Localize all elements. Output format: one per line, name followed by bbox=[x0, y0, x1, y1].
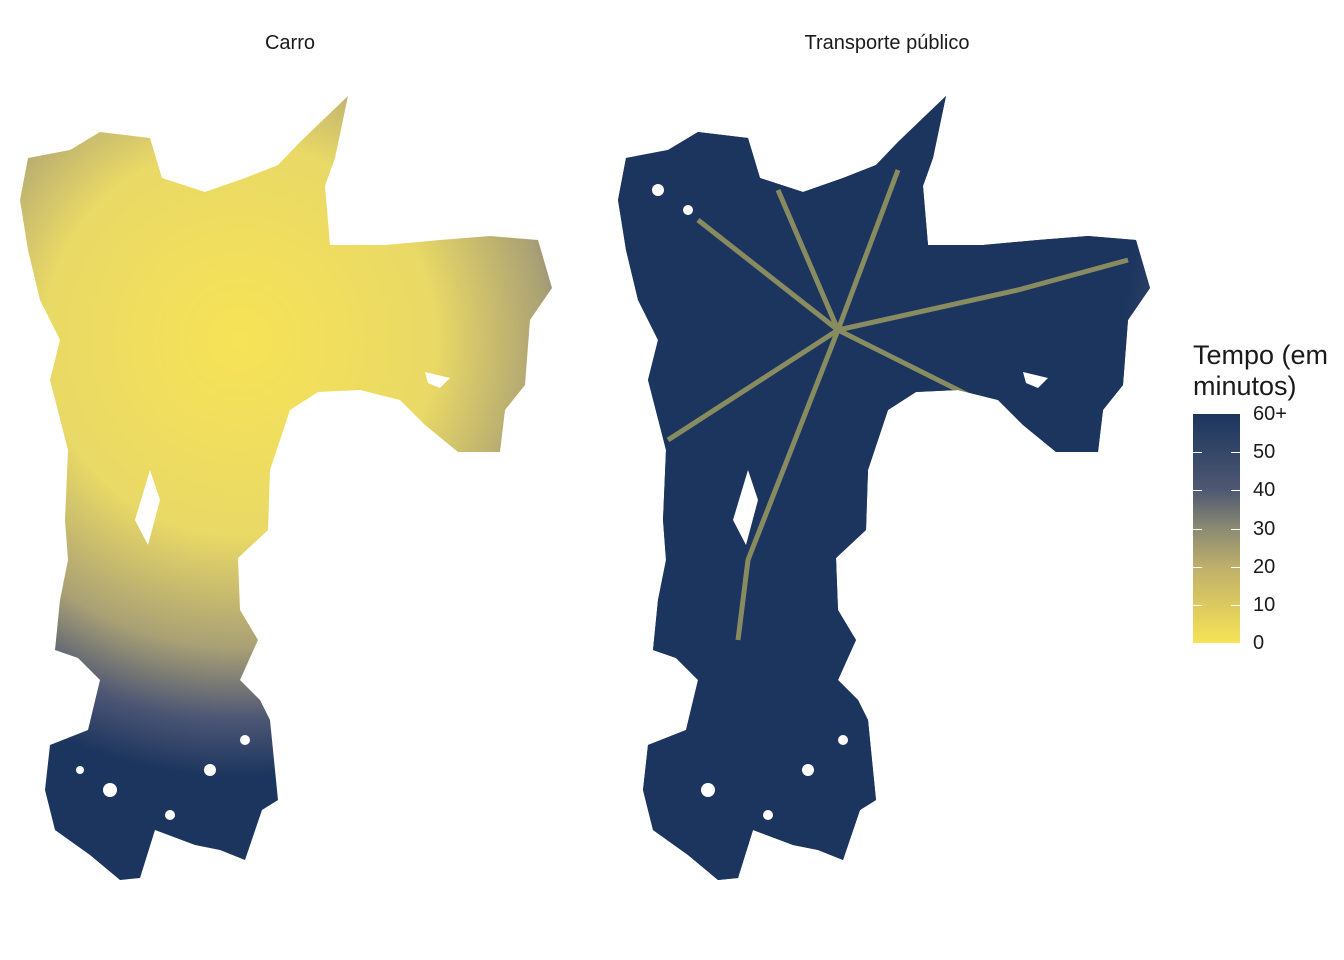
car-map-holes bbox=[76, 372, 450, 820]
legend-title: Tempo (em minutos) bbox=[1193, 340, 1329, 401]
legend-tick-mark bbox=[1193, 566, 1202, 568]
legend-tick-mark bbox=[1193, 528, 1202, 530]
legend-tick-mark bbox=[1231, 490, 1240, 492]
legend-tick-label: 40 bbox=[1253, 479, 1276, 502]
car-travel-time-surface bbox=[20, 96, 552, 880]
legend-tick-mark bbox=[1193, 490, 1202, 492]
legend-tick-mark bbox=[1231, 452, 1240, 454]
legend-tick-label: 10 bbox=[1253, 593, 1276, 616]
legend-tick-mark bbox=[1231, 604, 1240, 606]
map-panel-carro bbox=[20, 96, 552, 880]
legend-tick-mark bbox=[1193, 604, 1202, 606]
legend-tick-label: 0 bbox=[1253, 632, 1265, 654]
legend-tick-label: 60+ bbox=[1253, 403, 1287, 425]
legend-tick-label: 30 bbox=[1253, 517, 1276, 540]
legend-tick-mark bbox=[1193, 452, 1202, 454]
legend-tick-label: 50 bbox=[1253, 441, 1276, 464]
panel-title-carro: Carro bbox=[264, 32, 315, 54]
legend-tick-mark bbox=[1231, 566, 1240, 568]
legend-tick-mark bbox=[1231, 528, 1240, 530]
transit-corridors bbox=[666, 169, 1129, 641]
legend-tick-label: 20 bbox=[1253, 555, 1276, 578]
panel-title-transporte-publico: Transporte público bbox=[804, 32, 970, 54]
